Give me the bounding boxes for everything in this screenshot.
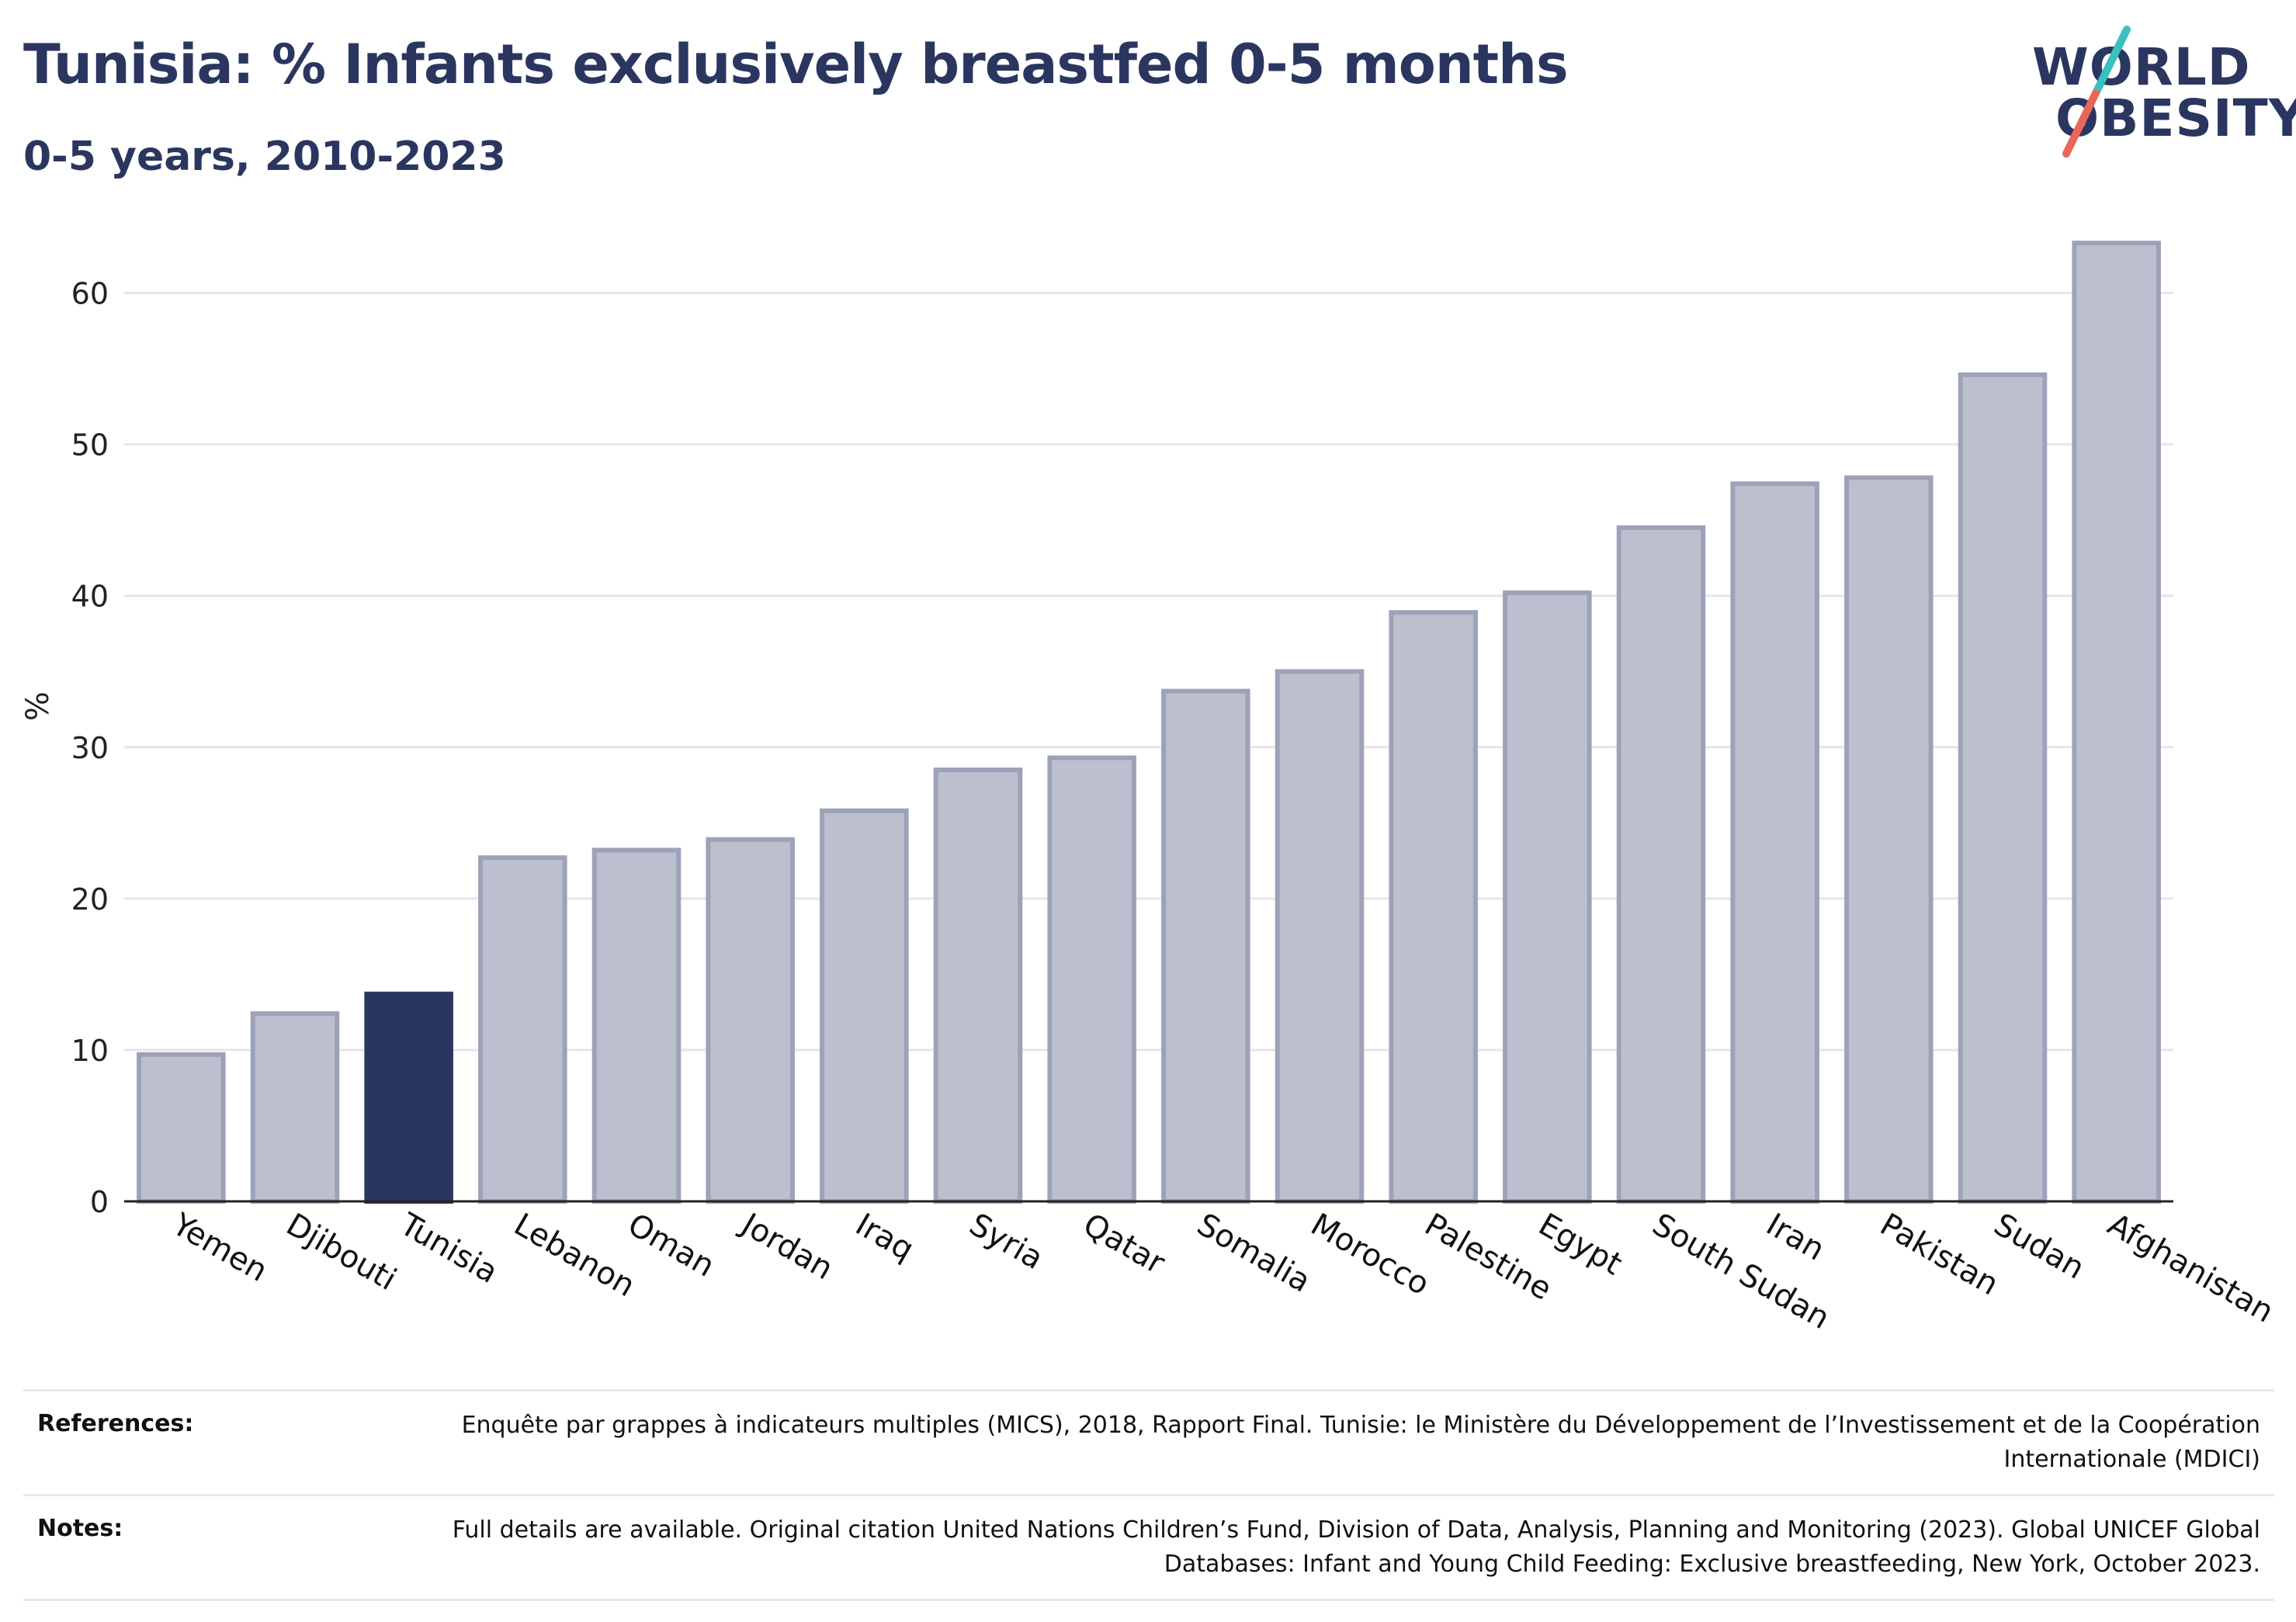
x-tick-label: Morocco (1305, 1207, 1435, 1303)
chart-title: Tunisia: % Infants exclusively breastfed… (23, 33, 1569, 96)
chart-subtitle: 0-5 years, 2010-2023 (23, 133, 506, 180)
bar-lebanon (478, 855, 567, 1204)
bar-yemen (137, 1052, 226, 1204)
bar-afghanistan (2072, 241, 2161, 1204)
logo-slash-icon (2062, 26, 2131, 158)
y-tick-label: 60 (71, 277, 109, 311)
bar-somalia (1161, 688, 1250, 1204)
y-tick-label: 10 (71, 1034, 109, 1068)
bar-oman (591, 847, 682, 1204)
bar-palestine (1389, 610, 1478, 1204)
x-tick-label: Yemen (165, 1206, 273, 1289)
y-axis-label: % (20, 691, 56, 721)
y-tick-label: 0 (90, 1185, 109, 1219)
bar-tunisia (364, 991, 453, 1204)
references-table: References: Enquête par grappes à indica… (23, 1389, 2274, 1601)
bar-sudan (1958, 372, 2048, 1204)
bar-syria (933, 768, 1023, 1204)
x-tick-label: Syria (963, 1207, 1049, 1277)
x-tick-label: Pakistan (1874, 1207, 2004, 1303)
bar-jordan (706, 837, 795, 1204)
x-tick-label: Jordan (734, 1205, 839, 1287)
bar-qatar (1047, 755, 1136, 1204)
x-tick-label: Lebanon (508, 1207, 640, 1304)
references-label: References: (37, 1410, 194, 1437)
bar-djibouti (250, 1011, 340, 1204)
bar-pakistan (1844, 475, 1934, 1204)
references-row: References: Enquête par grappes à indica… (23, 1389, 2274, 1494)
bars (137, 241, 2161, 1204)
x-tick-label: Somalia (1191, 1207, 1316, 1300)
y-tick-label: 30 (71, 731, 109, 765)
x-tick-label: Djibouti (280, 1207, 402, 1298)
logo-line1: WORLD (2032, 37, 2251, 97)
x-tick-label: Afghanistan (2102, 1207, 2280, 1330)
x-tick-label: Palestine (1419, 1207, 1558, 1308)
x-tick-label: Tunisia (394, 1206, 504, 1291)
notes-label: Notes: (37, 1515, 123, 1542)
notes-row: Notes: Full details are available. Origi… (23, 1494, 2274, 1601)
x-tick-label: Sudan (1988, 1207, 2090, 1287)
bar-morocco (1275, 669, 1365, 1204)
references-text: Enquête par grappes à indicateurs multip… (461, 1412, 2260, 1473)
x-tick-label: Iran (1760, 1207, 1831, 1268)
y-tick-labels: 0 10 20 30 40 50 60 (71, 277, 109, 1219)
y-tick-label: 50 (71, 428, 109, 463)
gridlines (124, 292, 2173, 1052)
x-tick-label: Iraq (849, 1207, 920, 1268)
notes-text: Full details are available. Original cit… (452, 1516, 2260, 1578)
bar-south-sudan (1616, 525, 1706, 1204)
x-tick-label: Qatar (1077, 1207, 1171, 1281)
world-obesity-logo: WORLD OBESITY (2018, 23, 2296, 163)
bar-iran (1730, 481, 1819, 1204)
bar-egypt (1503, 590, 1592, 1204)
y-tick-label: 20 (71, 882, 109, 917)
y-tick-label: 40 (71, 580, 109, 614)
bar-iraq (820, 808, 909, 1204)
